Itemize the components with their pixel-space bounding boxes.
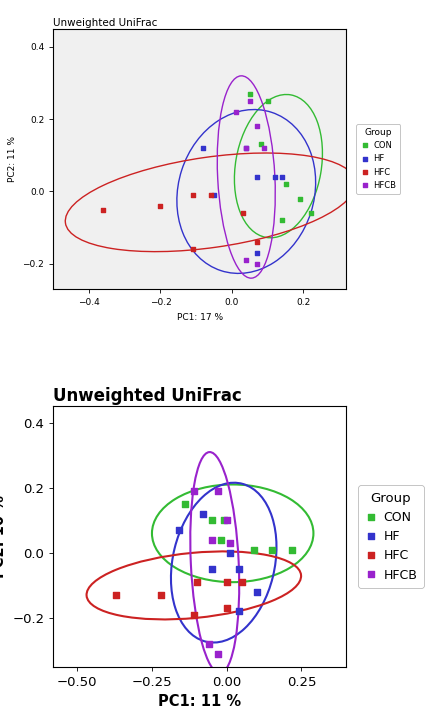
CON [282,179,289,190]
HFCB [243,142,250,153]
HFC [189,244,196,255]
HF [271,171,278,183]
Y-axis label: PC2: 11 %: PC2: 11 % [8,136,17,182]
HFC [157,589,164,601]
HF [254,171,261,183]
Text: Unweighted UniFrac: Unweighted UniFrac [53,18,158,28]
CON [264,95,271,107]
HFC [190,609,198,620]
CON [268,544,275,556]
HFCB [254,258,261,270]
HFC [254,237,261,248]
HF [278,171,285,183]
HFCB [261,142,268,153]
HF [235,564,242,575]
CON [278,214,285,226]
HFCB [214,485,221,497]
HFCB [243,255,250,266]
HFCB [232,106,239,118]
HF [235,606,242,617]
HF [199,508,206,520]
HF [210,189,218,201]
Legend: CON, HF, HFC, HFCB: CON, HF, HFC, HFCB [357,124,400,194]
CON [250,544,257,556]
CON [220,515,227,526]
HFC [100,204,107,215]
HF [253,587,260,598]
X-axis label: PC1: 11 %: PC1: 11 % [158,694,242,709]
HFC [157,200,164,212]
CON [289,544,296,556]
CON [296,193,303,204]
HF [254,247,261,259]
HFCB [205,638,212,650]
HFC [238,576,245,588]
HFC [207,189,214,201]
HFCB [223,515,230,526]
HFC [239,207,246,219]
HFCB [246,95,254,107]
HF [226,547,233,559]
HFCB [226,537,233,549]
HF [208,564,215,575]
HFCB [190,485,198,497]
Text: Unweighted UniFrac: Unweighted UniFrac [53,386,242,405]
Legend: CON, HF, HFC, HFCB: CON, HF, HFC, HFCB [358,485,424,588]
HF [243,142,250,153]
Y-axis label: PC2: 10 %: PC2: 10 % [0,495,7,578]
CON [246,88,254,100]
CON [217,534,224,546]
HFC [193,576,200,588]
CON [208,515,215,526]
HFCB [214,648,221,660]
CON [181,498,188,510]
HF [175,524,182,536]
HFC [223,602,230,614]
HFCB [254,120,261,132]
X-axis label: PC1: 17 %: PC1: 17 % [177,313,223,322]
HFC [223,576,230,588]
HFC [189,189,196,201]
HFCB [208,534,215,546]
CON [307,207,314,219]
CON [257,138,264,150]
HFC [112,589,119,601]
HF [200,142,207,153]
